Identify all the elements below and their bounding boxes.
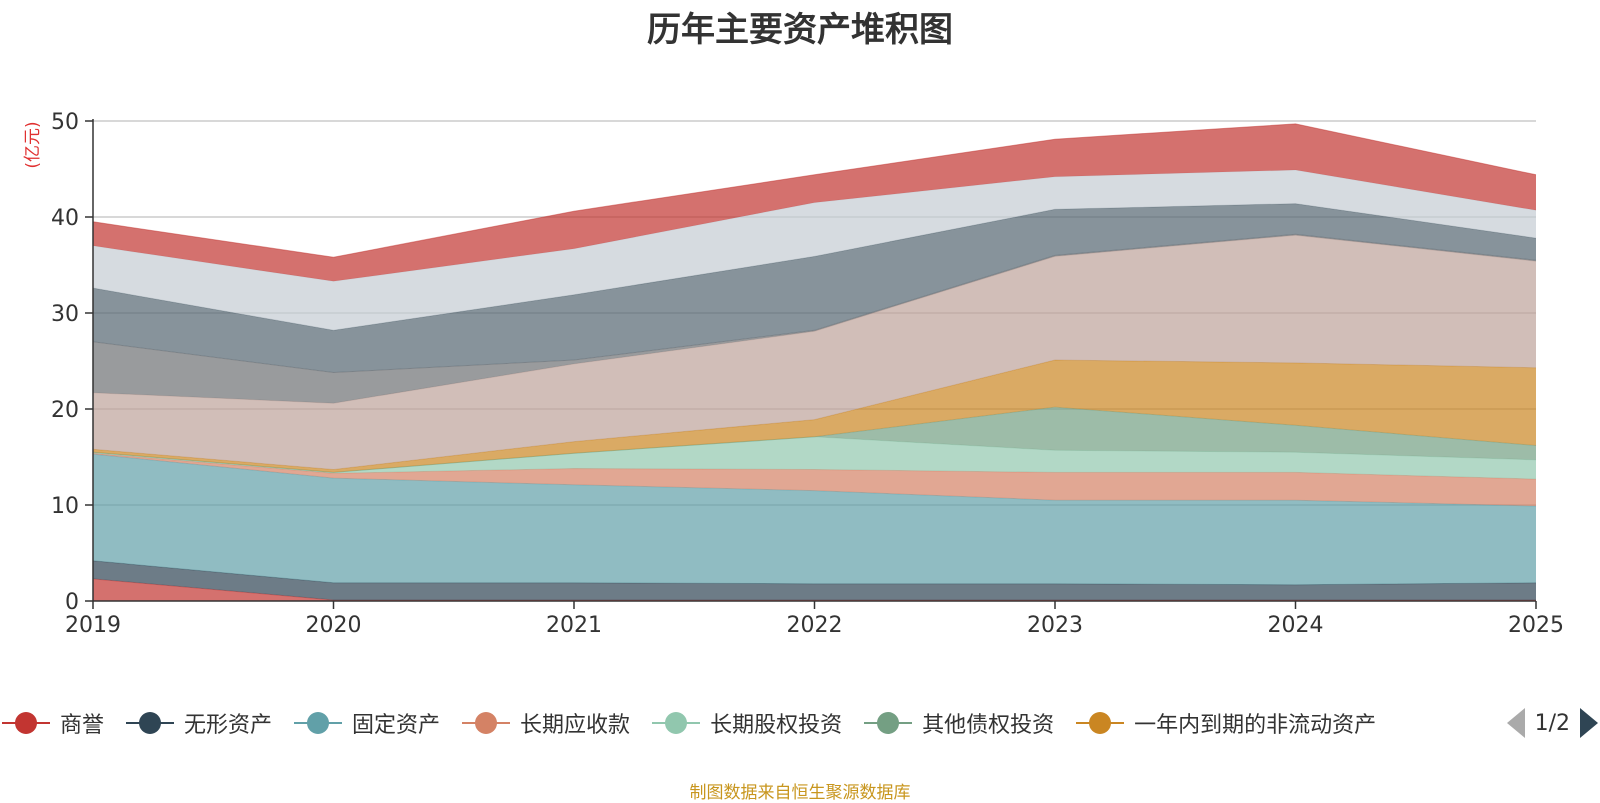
legend: 商誉 无形资产 固定资产 长期应收款 长期股权投资 其他债权投资 一年内到期的非流动资产 [0, 706, 1600, 740]
legend-label: 长期股权投资 [710, 713, 843, 738]
legend-marker-icon [864, 712, 913, 734]
legend-item[interactable]: 固定资产 [294, 707, 440, 739]
x-tick-label: 2022 [787, 613, 843, 638]
legend-item[interactable]: 无形资产 [126, 707, 272, 739]
area-series-6 [93, 360, 1536, 473]
chart-title: 历年主要资产堆积图 [647, 10, 953, 50]
x-tick-label: 2019 [65, 613, 121, 638]
x-tick-label: 2021 [546, 613, 602, 638]
area-series-layer [92, 123, 1537, 601]
x-tick-label: 2023 [1027, 613, 1083, 638]
legend-marker-icon [652, 712, 701, 734]
legend-label: 固定资产 [352, 713, 441, 738]
area-series-7 [93, 235, 1536, 470]
legend-marker-icon [1076, 712, 1125, 734]
area-series-10 [93, 170, 1536, 331]
area-series-2 [93, 454, 1536, 585]
legend-pager: 1/2 [1492, 706, 1600, 740]
area-series-4 [93, 436, 1536, 480]
area-series-1 [93, 560, 1536, 600]
legend-next-page-icon[interactable] [1580, 708, 1598, 738]
area-series-8 [93, 234, 1536, 404]
y-tick-label: 50 [51, 110, 79, 135]
legend-marker-icon [2, 712, 50, 734]
area-series-5 [93, 407, 1536, 473]
legend-marker-icon [462, 712, 511, 734]
data-source-note: 制图数据来自恒生聚源数据库 [689, 783, 911, 803]
area-series-3 [93, 453, 1536, 506]
legend-item[interactable]: 其他债权投资 [864, 707, 1054, 739]
tick-labels: 0 10 20 30 40 50 2019 2020 2021 2022 2023 2024 2025 [51, 110, 1564, 638]
legend-label: 一年内到期的非流动资产 [1134, 713, 1377, 738]
y-axis-label: (亿元) [23, 121, 43, 168]
y-tick-label: 0 [65, 590, 79, 615]
axes [85, 119, 1537, 609]
y-tick-label: 20 [51, 398, 79, 423]
series-line-11 [92, 123, 1537, 258]
y-tick-label: 40 [51, 206, 79, 231]
area-series-0 [93, 578, 1536, 601]
legend-marker-icon [126, 712, 175, 734]
legend-page-indicator: 1/2 [1534, 710, 1570, 736]
legend-item[interactable]: 长期应收款 [462, 707, 630, 739]
legend-marker-icon [294, 712, 343, 734]
legend-item[interactable]: 商誉 [2, 707, 104, 739]
legend-label: 无形资产 [184, 713, 273, 738]
legend-label: 其他债权投资 [922, 713, 1055, 738]
legend-label: 商誉 [60, 713, 105, 738]
legend-item[interactable]: 一年内到期的非流动资产 [1076, 707, 1376, 739]
x-tick-label: 2024 [1268, 613, 1324, 638]
x-tick-label: 2025 [1508, 613, 1564, 638]
legend-item[interactable]: 长期股权投资 [652, 707, 842, 739]
legend-prev-page-icon[interactable] [1506, 708, 1525, 738]
area-series-9 [93, 203, 1536, 373]
y-tick-label: 30 [51, 302, 79, 327]
legend-label: 长期应收款 [520, 713, 631, 738]
x-tick-label: 2020 [306, 613, 362, 638]
y-tick-label: 10 [51, 494, 79, 519]
area-series-11 [93, 123, 1536, 282]
